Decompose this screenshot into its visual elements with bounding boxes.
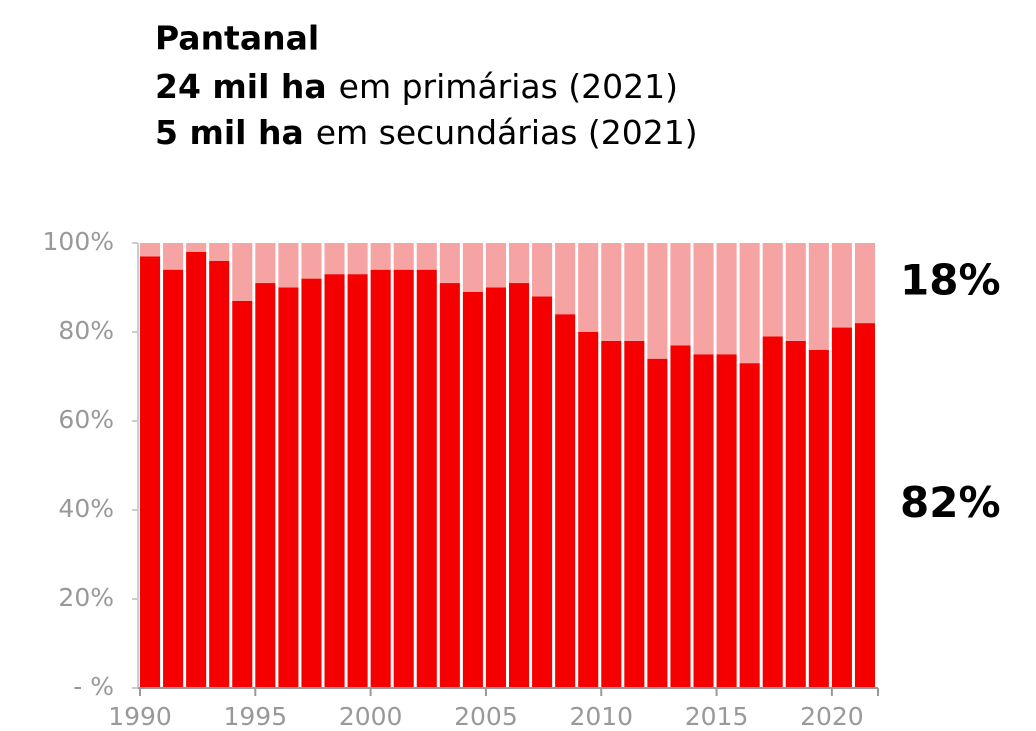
y-tick-label: 80% bbox=[58, 316, 114, 345]
data-label: 18% bbox=[900, 256, 1001, 305]
bar-segment bbox=[301, 243, 322, 279]
bar-segment bbox=[693, 354, 714, 688]
bar-segment bbox=[393, 243, 414, 270]
bar-segment bbox=[324, 274, 345, 688]
bar-segment bbox=[140, 256, 161, 688]
bar-segment bbox=[278, 287, 299, 688]
bar-segment bbox=[716, 243, 737, 355]
bar-segment bbox=[601, 243, 622, 341]
chart-title: Pantanal bbox=[155, 19, 319, 58]
x-tick-label: 1995 bbox=[224, 702, 288, 727]
bar-segment bbox=[370, 269, 391, 688]
bar-segment bbox=[370, 243, 391, 270]
y-tick-label: 100% bbox=[43, 227, 114, 256]
bar-segment bbox=[416, 243, 437, 270]
bar-segment bbox=[624, 243, 645, 341]
bar-segment bbox=[532, 296, 553, 688]
bar-segment bbox=[808, 349, 829, 688]
bar-segment bbox=[163, 269, 184, 688]
bar-segment bbox=[785, 340, 806, 688]
bar-segment bbox=[831, 243, 852, 328]
bar-segment bbox=[647, 243, 668, 359]
bar-segment bbox=[532, 243, 553, 297]
bar-segment bbox=[831, 327, 852, 688]
y-tick-label: 40% bbox=[58, 494, 114, 523]
x-tick-label: 2005 bbox=[454, 702, 518, 727]
bar-segment bbox=[301, 278, 322, 688]
y-tick-label: 20% bbox=[58, 583, 114, 612]
bar-segment bbox=[324, 243, 345, 275]
bar-segment bbox=[555, 243, 576, 315]
bar-segment bbox=[739, 363, 760, 688]
bar-segment bbox=[255, 283, 276, 688]
bar-segment bbox=[255, 243, 276, 284]
bar-segment bbox=[509, 283, 530, 688]
bar-segment bbox=[693, 243, 714, 355]
bar-segment bbox=[140, 243, 161, 257]
subtitle: 5 mil ha em secundárias (2021) bbox=[155, 113, 698, 152]
subtitle-bold: 5 mil ha bbox=[155, 113, 304, 152]
bar-segment bbox=[209, 260, 230, 688]
bar-segment bbox=[232, 300, 253, 688]
subtitle-bold: 24 mil ha bbox=[155, 67, 327, 106]
bar-segment bbox=[624, 340, 645, 688]
y-tick-label: 60% bbox=[58, 405, 114, 434]
bar-segment bbox=[854, 243, 875, 324]
bar-segment bbox=[416, 269, 437, 688]
y-tick-label: - % bbox=[73, 672, 114, 701]
bar-segment bbox=[347, 243, 368, 275]
bar-segment bbox=[578, 243, 599, 332]
bar-segment bbox=[439, 283, 460, 688]
x-tick-label: 2010 bbox=[569, 702, 633, 727]
bar-segment bbox=[186, 251, 207, 688]
bar-segment bbox=[716, 354, 737, 688]
subtitle-text: em secundárias (2021) bbox=[316, 113, 698, 152]
bar-segment bbox=[393, 269, 414, 688]
bar-segment bbox=[347, 274, 368, 688]
bar-segment bbox=[509, 243, 530, 284]
data-label: 82% bbox=[900, 478, 1001, 527]
bar-segment bbox=[854, 323, 875, 688]
subtitle-text: em primárias (2021) bbox=[339, 67, 678, 106]
bar-segment bbox=[762, 336, 783, 688]
subtitle: 24 mil ha em primárias (2021) bbox=[155, 67, 678, 106]
bar-segment bbox=[278, 243, 299, 288]
bar-segment bbox=[578, 332, 599, 688]
bar-segment bbox=[762, 243, 783, 337]
bar-segment bbox=[186, 243, 207, 252]
bar-segment bbox=[555, 314, 576, 688]
x-tick-label: 2020 bbox=[800, 702, 864, 727]
bar-segment bbox=[163, 243, 184, 270]
bar-segment bbox=[785, 243, 806, 341]
x-tick-label: 2015 bbox=[685, 702, 749, 727]
bar-segment bbox=[601, 340, 622, 688]
bar-segment bbox=[647, 358, 668, 688]
bar-segment bbox=[485, 243, 506, 288]
x-tick-label: 1990 bbox=[108, 702, 172, 727]
bar-segment bbox=[232, 243, 253, 301]
x-tick-label: 2000 bbox=[339, 702, 403, 727]
bar-segment bbox=[209, 243, 230, 261]
bar-segment bbox=[808, 243, 829, 350]
bar-segment bbox=[739, 243, 760, 364]
bar-segment bbox=[670, 345, 691, 688]
bar-segment bbox=[439, 243, 460, 284]
bar-segment bbox=[485, 287, 506, 688]
bar-segment bbox=[462, 243, 483, 292]
bar-segment bbox=[462, 291, 483, 688]
bar-segment bbox=[670, 243, 691, 346]
